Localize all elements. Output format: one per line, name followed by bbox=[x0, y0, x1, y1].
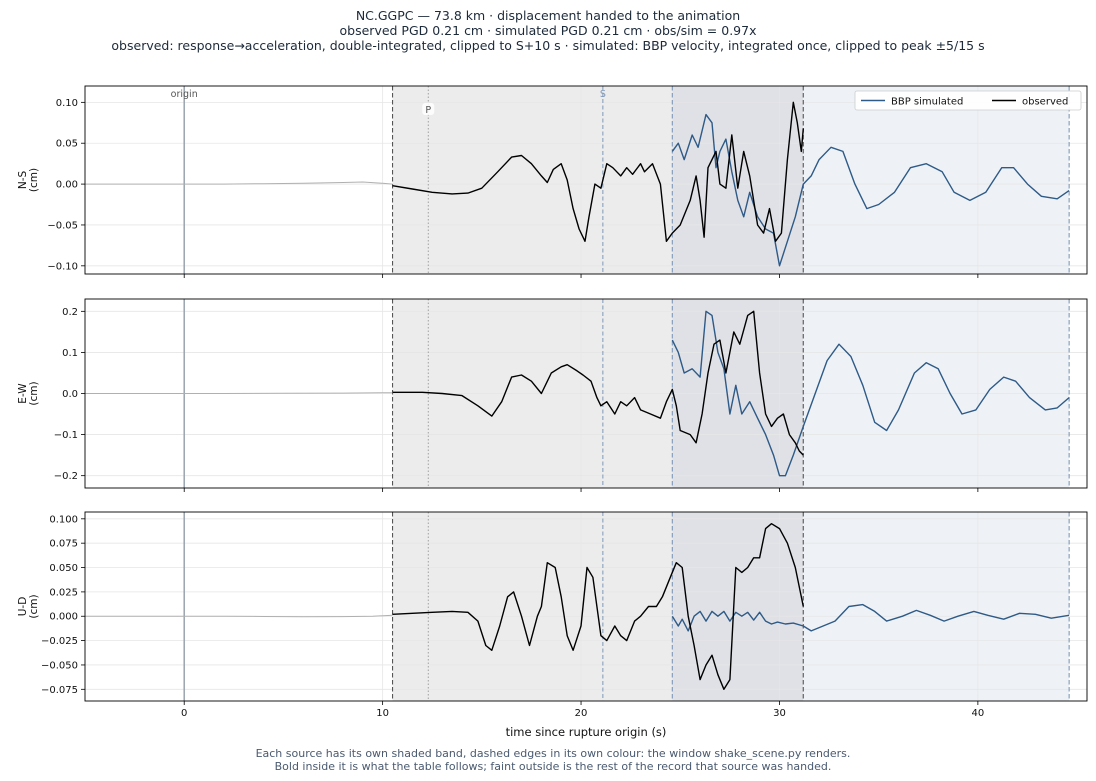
x-tick-label: 40 bbox=[972, 708, 985, 719]
x-tick-label: 30 bbox=[773, 708, 786, 719]
observed-trace bbox=[392, 310, 804, 456]
y-axis-label-line: U-D bbox=[17, 597, 29, 617]
observed-window-band bbox=[392, 512, 673, 701]
origin-marker-label: origin bbox=[171, 89, 198, 100]
title-line-3: observed: response→acceleration, double-… bbox=[111, 38, 985, 53]
overlap-window-band bbox=[672, 86, 804, 274]
caption-line-2: Bold inside it is what the table follows… bbox=[274, 759, 832, 773]
legend-observed-label: observed bbox=[1022, 97, 1068, 108]
panel-1: −0.10 −0.05 0.00 0.05 0.10 N-S(cm) origin P S BBP… bbox=[17, 85, 1088, 278]
simulated-window-band bbox=[803, 512, 1070, 701]
y-axis-label: U-D(cm) bbox=[17, 594, 40, 618]
y-axis-label-line: (cm) bbox=[28, 168, 40, 192]
observed-faint-trace bbox=[85, 614, 393, 618]
legend-frame bbox=[854, 90, 1082, 111]
y-tick-label: 0.2 bbox=[62, 307, 78, 318]
y-axis-label-line: (cm) bbox=[28, 381, 40, 405]
y-tick-label: −0.075 bbox=[41, 685, 78, 696]
simulated-trace bbox=[671, 603, 1070, 632]
panel-3: −0.075 −0.050 −0.025 0.000 0.025 0.050 0.075 0.… bbox=[17, 511, 1088, 719]
panel-frame bbox=[84, 511, 1088, 702]
figure-title: NC.GGPC — 73.8 km · displacement handed … bbox=[0, 8, 1096, 53]
caption-line-1: Each source has its own shaded band, das… bbox=[255, 747, 851, 760]
s-marker-label: S bbox=[600, 89, 606, 100]
overlap-window-band bbox=[672, 512, 804, 701]
y-tick-label: 0.025 bbox=[49, 587, 78, 598]
y-axis-label: N-S(cm) bbox=[17, 168, 40, 192]
figure-caption: Each source has its own shaded band, das… bbox=[0, 747, 1096, 773]
y-axis-label-line: E-W bbox=[17, 383, 29, 404]
y-tick-label: 0.10 bbox=[56, 98, 78, 109]
legend: BBP simulated observed bbox=[854, 90, 1082, 111]
x-tick-label: 10 bbox=[376, 708, 389, 719]
observed-faint-trace bbox=[85, 392, 393, 394]
panel-frame bbox=[84, 85, 1088, 275]
y-axis-label-line: (cm) bbox=[28, 594, 40, 618]
y-tick-label: −0.2 bbox=[54, 471, 78, 482]
y-tick-label: −0.10 bbox=[47, 261, 78, 272]
p-marker-label: P bbox=[425, 105, 431, 116]
observed-trace bbox=[392, 101, 804, 243]
x-axis-label: time since rupture origin (s) bbox=[506, 725, 667, 739]
observed-window-band bbox=[392, 86, 673, 274]
simulated-window-band bbox=[803, 86, 1070, 274]
y-tick-label: 0.05 bbox=[56, 139, 78, 150]
y-tick-label: 0.075 bbox=[49, 539, 78, 550]
observed-trace bbox=[392, 523, 804, 690]
y-tick-label: 0.100 bbox=[49, 514, 78, 525]
title-line-2: observed PGD 0.21 cm · simulated PGD 0.2… bbox=[339, 23, 757, 38]
legend-simulated-label: BBP simulated bbox=[891, 97, 963, 108]
p-marker-label-bg bbox=[422, 103, 435, 115]
observed-faint-trace bbox=[85, 181, 393, 185]
y-tick-label: −0.05 bbox=[47, 220, 78, 231]
y-tick-label: 0.000 bbox=[49, 612, 78, 623]
title-line-1: NC.GGPC — 73.8 km · displacement handed … bbox=[355, 8, 741, 23]
y-axis-label-line: N-S bbox=[17, 171, 29, 190]
x-tick-label: 0 bbox=[181, 708, 187, 719]
panel-2: −0.2 −0.1 0.0 0.1 0.2 E-W(cm) bbox=[17, 298, 1088, 492]
y-tick-label: −0.025 bbox=[41, 636, 78, 647]
y-axis-label: E-W(cm) bbox=[17, 381, 40, 405]
simulated-trace bbox=[671, 310, 1070, 477]
y-tick-label: −0.1 bbox=[54, 430, 78, 441]
x-tick-label: 20 bbox=[575, 708, 588, 719]
y-tick-label: 0.0 bbox=[62, 389, 78, 400]
y-tick-label: 0.050 bbox=[49, 563, 78, 574]
y-tick-label: 0.1 bbox=[62, 348, 78, 359]
y-tick-label: −0.050 bbox=[41, 660, 78, 671]
y-tick-label: 0.00 bbox=[56, 180, 78, 191]
